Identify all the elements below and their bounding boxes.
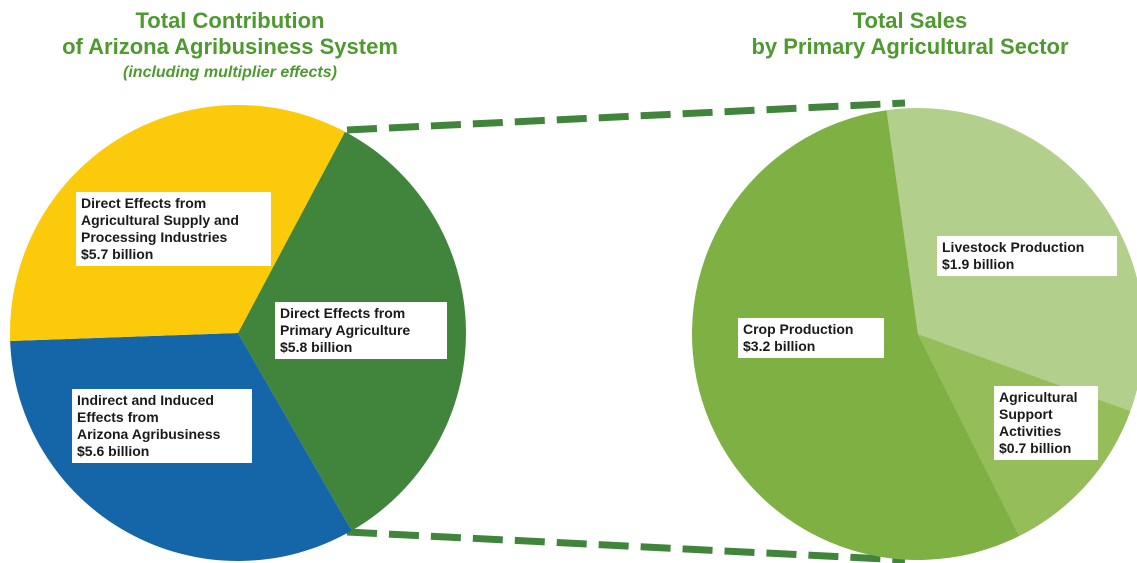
indirect-label-value: $5.6 billion — [77, 443, 150, 459]
slice-label-indirect-induced: Indirect and Induced Effects from Arizon… — [72, 389, 252, 463]
slice-label-livestock-production: Livestock Production $1.9 billion — [937, 236, 1117, 276]
connector-top — [346, 99, 906, 134]
zoom-connectors — [346, 99, 906, 563]
support-label-line-2: Support — [999, 406, 1053, 422]
slice-label-crop-production: Crop Production $3.2 billion — [738, 318, 884, 358]
primary-label-line-1: Direct Effects from — [280, 305, 406, 321]
slice-label-primary-agriculture: Direct Effects from Primary Agriculture … — [275, 302, 447, 359]
primary-label-line-2: Primary Agriculture — [280, 322, 411, 338]
livestock-label-value: $1.9 billion — [942, 256, 1015, 272]
supply-label-line-1: Direct Effects from — [81, 195, 207, 211]
support-label-line-1: Agricultural — [999, 389, 1078, 405]
crop-label-value: $3.2 billion — [743, 338, 816, 354]
right-title-line-1: Total Sales — [852, 8, 968, 33]
indirect-label-line-2: Effects from — [77, 409, 159, 425]
supply-label-value: $5.7 billion — [81, 246, 154, 262]
left-title-line-2: of Arizona Agribusiness System — [62, 34, 398, 59]
livestock-label-line-1: Livestock Production — [942, 239, 1085, 255]
primary-label-value: $5.8 billion — [280, 339, 353, 355]
connector-bottom — [346, 528, 906, 563]
left-chart-title: Total Contribution of Arizona Agribusine… — [20, 8, 440, 84]
slice-label-supply-processing: Direct Effects from Agricultural Supply … — [76, 192, 271, 266]
right-title-line-2: by Primary Agricultural Sector — [751, 34, 1069, 59]
left-chart-subtitle: (including multiplier effects) — [123, 64, 337, 81]
crop-label-line-1: Crop Production — [743, 321, 854, 337]
supply-label-line-2: Agricultural Supply and — [81, 212, 239, 228]
right-chart-title: Total Sales by Primary Agricultural Sect… — [690, 8, 1130, 60]
slice-label-support-activities: Agricultural Support Activities $0.7 bil… — [994, 386, 1098, 460]
indirect-label-line-1: Indirect and Induced — [77, 392, 214, 408]
supply-label-line-3: Processing Industries — [81, 229, 228, 245]
support-label-line-3: Activities — [999, 423, 1062, 439]
support-label-value: $0.7 billion — [999, 440, 1072, 456]
indirect-label-line-3: Arizona Agribusiness — [77, 426, 221, 442]
left-title-line-1: Total Contribution — [135, 8, 325, 33]
